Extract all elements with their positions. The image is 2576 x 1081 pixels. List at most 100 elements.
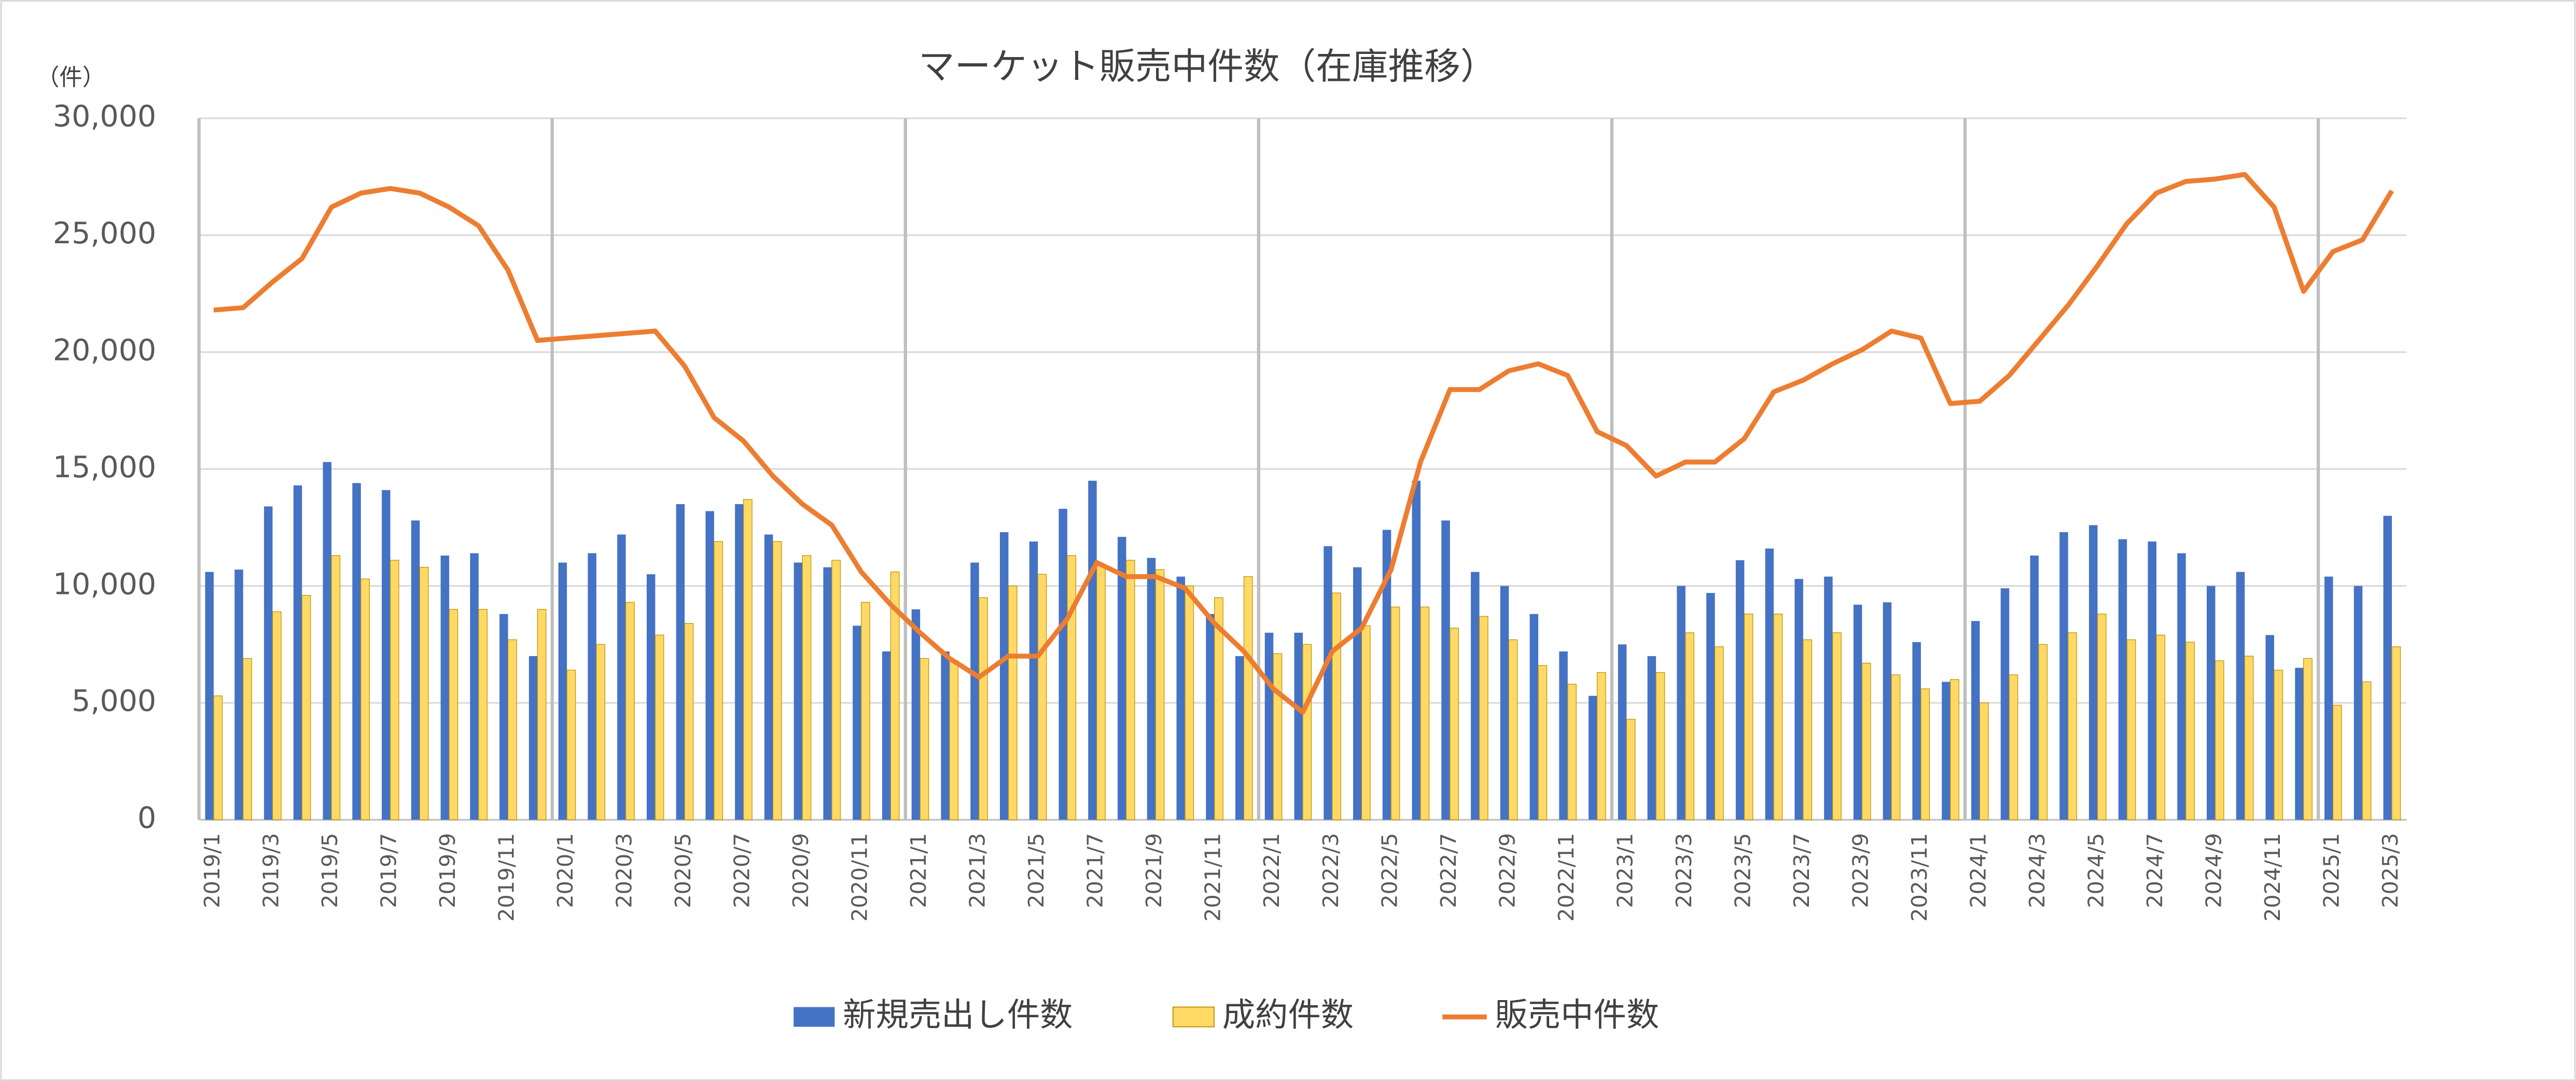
bar: [625, 602, 635, 821]
bar: [1243, 576, 1253, 821]
x-tick-label: 2022/11: [1554, 833, 1579, 922]
bar: [882, 651, 891, 820]
bar: [1390, 606, 1400, 821]
x-tick-label: 2021/9: [1141, 833, 1166, 908]
bar: [684, 623, 694, 821]
x-tick-label: 2021/1: [906, 833, 931, 908]
bar: [2354, 586, 2363, 820]
y-tick-label: 20,000: [53, 333, 156, 367]
bar: [2324, 576, 2333, 820]
chart-title: マーケット販売中件数（在庫推移）: [918, 46, 1497, 88]
bar: [1735, 560, 1745, 820]
bar: [1765, 548, 1774, 820]
bar: [2332, 704, 2342, 821]
bar: [234, 570, 243, 820]
bar: [1332, 592, 1341, 821]
x-tick-label: 2023/7: [1789, 833, 1814, 908]
bar: [1706, 593, 1715, 820]
y-tick-label: 10,000: [53, 567, 156, 601]
bar: [999, 532, 1009, 820]
bar: [2362, 681, 2372, 821]
bar: [1029, 541, 1038, 820]
bar: [1088, 480, 1097, 820]
bar: [890, 571, 900, 821]
bar: [507, 639, 517, 821]
bar: [1647, 656, 1656, 820]
x-tick-label: 2025/1: [2319, 833, 2344, 908]
x-tick-label: 2024/11: [2260, 833, 2285, 922]
bar: [1677, 586, 1686, 820]
bar: [1147, 558, 1156, 820]
bar: [1618, 644, 1627, 820]
x-tick-label: 2022/7: [1436, 833, 1461, 908]
bar: [823, 567, 832, 820]
bar: [970, 562, 979, 820]
x-tick-label: 2023/3: [1672, 833, 1696, 908]
bar: [1832, 632, 1842, 821]
bar: [1685, 632, 1694, 821]
x-tick-label: 2019/11: [494, 833, 519, 922]
bar: [2068, 632, 2077, 821]
bar: [2030, 556, 2039, 820]
x-tick-label: 2023/9: [1848, 833, 1873, 908]
bar: [558, 562, 567, 820]
bar: [2156, 634, 2166, 821]
bar: [478, 609, 488, 821]
x-tick-label: 2023/11: [1907, 833, 1932, 922]
legend-label: 新規売出し件数: [843, 995, 1073, 1034]
x-tick-label: 2019/3: [259, 833, 284, 908]
bar: [323, 462, 332, 820]
bar: [1067, 555, 1077, 821]
y-tick-label: 0: [137, 801, 156, 835]
bar: [1479, 616, 1488, 821]
bar: [2236, 572, 2245, 820]
bar: [1294, 632, 1303, 820]
bar: [1626, 718, 1636, 821]
bar: [331, 555, 341, 821]
x-tick-label: 2019/7: [377, 833, 401, 908]
x-tick-label: 2023/1: [1612, 833, 1637, 908]
x-tick-label: 2024/9: [2201, 833, 2226, 908]
bar: [1942, 682, 1951, 820]
bar: [853, 626, 861, 820]
bar: [1008, 585, 1018, 821]
x-tick-label: 2020/7: [730, 833, 755, 908]
bar: [419, 566, 429, 821]
bar: [1420, 606, 1430, 821]
bar: [2097, 614, 2107, 821]
bar: [213, 695, 223, 821]
bar: [1891, 674, 1901, 821]
bar: [1824, 576, 1833, 820]
bar: [2088, 525, 2098, 820]
x-tick-label: 2020/11: [847, 833, 872, 922]
bar: [2148, 541, 2156, 820]
bar: [566, 670, 576, 821]
bar: [2265, 635, 2274, 820]
bar: [1206, 614, 1215, 820]
x-tick-label: 2024/1: [1966, 833, 1990, 908]
bar: [2118, 539, 2127, 820]
bar: [1655, 672, 1665, 821]
bar: [911, 609, 921, 820]
x-tick-label: 2025/3: [2378, 833, 2403, 908]
bar: [1450, 628, 1459, 821]
bar: [528, 656, 538, 820]
bar: [2009, 674, 2018, 821]
bar: [301, 595, 311, 821]
bar: [743, 499, 753, 821]
bar: [1264, 632, 1274, 820]
bar: [264, 506, 273, 820]
bar: [2303, 658, 2313, 821]
x-tick-label: 2021/3: [965, 833, 990, 908]
bar: [1950, 679, 1959, 821]
bar: [293, 485, 302, 820]
bar: [272, 611, 282, 821]
bar: [655, 634, 664, 821]
bar: [646, 574, 656, 820]
x-tick-label: 2019/5: [317, 833, 342, 908]
x-tick-label: 2022/1: [1259, 833, 1284, 908]
bar: [861, 602, 870, 821]
bar: [2215, 660, 2224, 821]
